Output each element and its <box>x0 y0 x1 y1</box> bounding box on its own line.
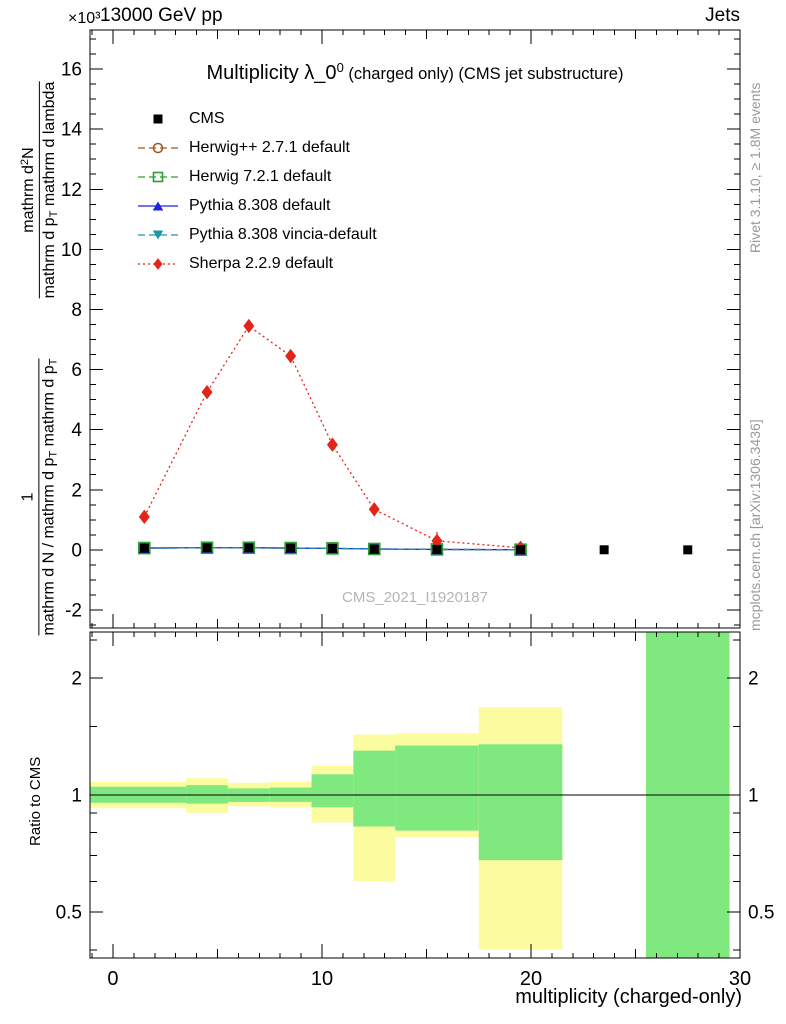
series-markers-0 <box>139 543 693 555</box>
tick-label: 0.5 <box>748 903 774 924</box>
sherpa-marker-icon <box>138 257 178 270</box>
plot-title-superscript: 0 <box>336 60 344 75</box>
legend-label: Herwig 7.2.1 default <box>189 167 332 185</box>
legend-label: CMS <box>189 109 225 127</box>
tick-label: 12 <box>61 180 82 201</box>
tick-label: -2 <box>65 600 82 621</box>
cms-marker-icon <box>153 114 163 123</box>
tick-label: 2 <box>71 480 82 501</box>
beam-energy-label: 13000 GeV pp <box>100 5 223 26</box>
herwigpp-marker-icon <box>138 142 178 153</box>
legend-row-herwig7: Herwig 7.2.1 default <box>136 162 377 191</box>
plot-title-main: Multiplicity λ_0 <box>206 62 337 84</box>
tick-label: 1 <box>748 786 759 807</box>
y-axis-label-upper-denominator: mathrm d pT mathrm d lambda <box>41 81 61 299</box>
pythia-marker-icon <box>138 201 178 210</box>
tick-label: 2 <box>71 668 82 689</box>
plot-title: Multiplicity λ_00 (charged only) (CMS je… <box>207 60 624 85</box>
uncertainty-bands <box>90 632 730 958</box>
mcplots-credit-text: mcplots.cern.ch [arXiv:1306.3436] <box>747 419 763 631</box>
y-axis-label-lower-denominator: mathrm d N / mathrm d pT mathrm d pT <box>40 358 60 636</box>
legend-row-pythia: Pythia 8.308 default <box>136 191 377 220</box>
y-axis-label-lower-numerator: 1 <box>19 492 37 502</box>
tick-label: 0 <box>107 968 118 990</box>
plot-title-rest: (charged only) (CMS jet substructure) <box>343 65 624 83</box>
band-stat-uncertainty <box>395 745 479 831</box>
fraction-bar <box>38 358 40 636</box>
legend-row-sherpa: Sherpa 2.2.9 default <box>136 249 377 278</box>
series-line-5 <box>143 321 522 551</box>
tick-label: 14 <box>61 120 83 141</box>
tick-label: 10 <box>61 240 82 261</box>
band-stat-uncertainty <box>478 744 563 861</box>
analysis-topic-label: Jets <box>705 5 740 26</box>
tick-label: 4 <box>71 420 82 441</box>
band-stat-uncertainty <box>186 785 228 804</box>
legend-label: Sherpa 2.2.9 default <box>189 254 334 272</box>
band-stat-uncertainty <box>311 774 354 808</box>
vincia-marker-icon <box>138 230 178 239</box>
tick-label: 16 <box>61 60 82 81</box>
legend-row-cms: CMS <box>136 104 377 133</box>
herwig7-marker-icon <box>138 171 178 182</box>
tick-label: 0.5 <box>56 903 82 924</box>
y-axis-label-lower-fraction: 1 mathrm d N / mathrm d pT mathrm d pT <box>19 358 60 636</box>
x-axis-title: multiplicity (charged-only) <box>515 986 742 1008</box>
series-markers-5 <box>138 318 527 555</box>
ratio-axis-label: Ratio to CMS <box>27 756 44 846</box>
series-line-4 <box>144 547 521 551</box>
legend-row-herwigpp: Herwig++ 2.7.1 default <box>136 133 377 162</box>
tick-label: 10 <box>311 968 333 990</box>
legend: CMS Herwig++ 2.7.1 default Herwig 7.2.1 … <box>136 104 377 278</box>
fraction-bar <box>39 81 41 299</box>
tick-label: 20 <box>520 968 542 990</box>
y-axis-label-upper-fraction: mathrm d2N mathrm d pT mathrm d lambda <box>18 81 61 299</box>
analysis-id-watermark: CMS_2021_I1920187 <box>342 589 488 606</box>
tick-label: 1 <box>71 786 82 807</box>
tick-label: 8 <box>71 300 82 321</box>
legend-label: Pythia 8.308 vincia-default <box>189 225 377 243</box>
y-axis-label-upper-numerator: mathrm d2N <box>18 147 37 233</box>
legend-label: Pythia 8.308 default <box>189 196 331 214</box>
legend-label: Herwig++ 2.7.1 default <box>189 138 350 156</box>
band-stat-uncertainty <box>353 750 396 827</box>
legend-row-vincia: Pythia 8.308 vincia-default <box>136 220 377 249</box>
main-frame <box>89 29 741 629</box>
tick-label: 2 <box>748 668 759 689</box>
tick-label: 6 <box>71 360 82 381</box>
axis-ticks <box>90 30 741 958</box>
tick-label: 30 <box>729 968 751 990</box>
y-axis-multiplier: ×10³ <box>68 10 101 27</box>
tick-label: 0 <box>71 540 82 561</box>
rivet-version-text: Rivet 3.1.10, ≥ 1.8M events <box>747 82 763 253</box>
